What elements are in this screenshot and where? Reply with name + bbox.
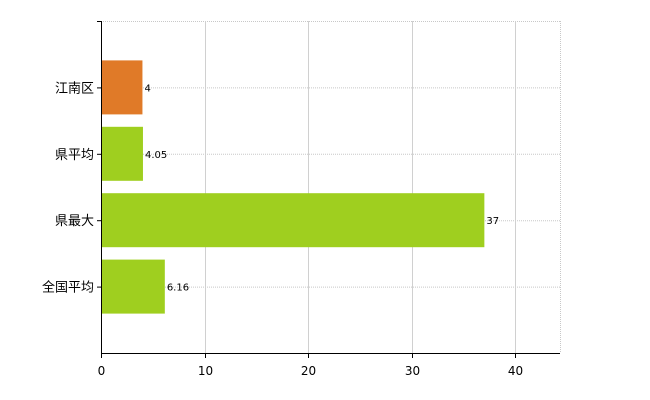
data-label: 6.16 bbox=[167, 283, 189, 294]
bar-1 bbox=[102, 60, 143, 115]
grid-lines bbox=[101, 21, 561, 353]
category-label: 江南区 bbox=[55, 80, 94, 96]
data-label: 4.05 bbox=[145, 150, 167, 161]
data-label: 4 bbox=[144, 83, 150, 94]
category-label: 県最大 bbox=[55, 214, 94, 229]
category-label: 全国平均 bbox=[42, 280, 94, 296]
bar-4 bbox=[102, 259, 165, 314]
data-label: 37 bbox=[486, 216, 499, 227]
category-label: 県平均 bbox=[55, 148, 94, 163]
x-tick-label: 40 bbox=[508, 364, 523, 378]
bar-3 bbox=[102, 193, 485, 248]
x-tick-label: 20 bbox=[301, 364, 316, 378]
bars bbox=[102, 60, 485, 314]
bar-2 bbox=[102, 126, 143, 181]
x-tick-label: 30 bbox=[405, 364, 420, 378]
x-tick-label: 10 bbox=[198, 364, 213, 378]
axes bbox=[97, 21, 560, 358]
x-tick-label: 0 bbox=[98, 364, 106, 378]
